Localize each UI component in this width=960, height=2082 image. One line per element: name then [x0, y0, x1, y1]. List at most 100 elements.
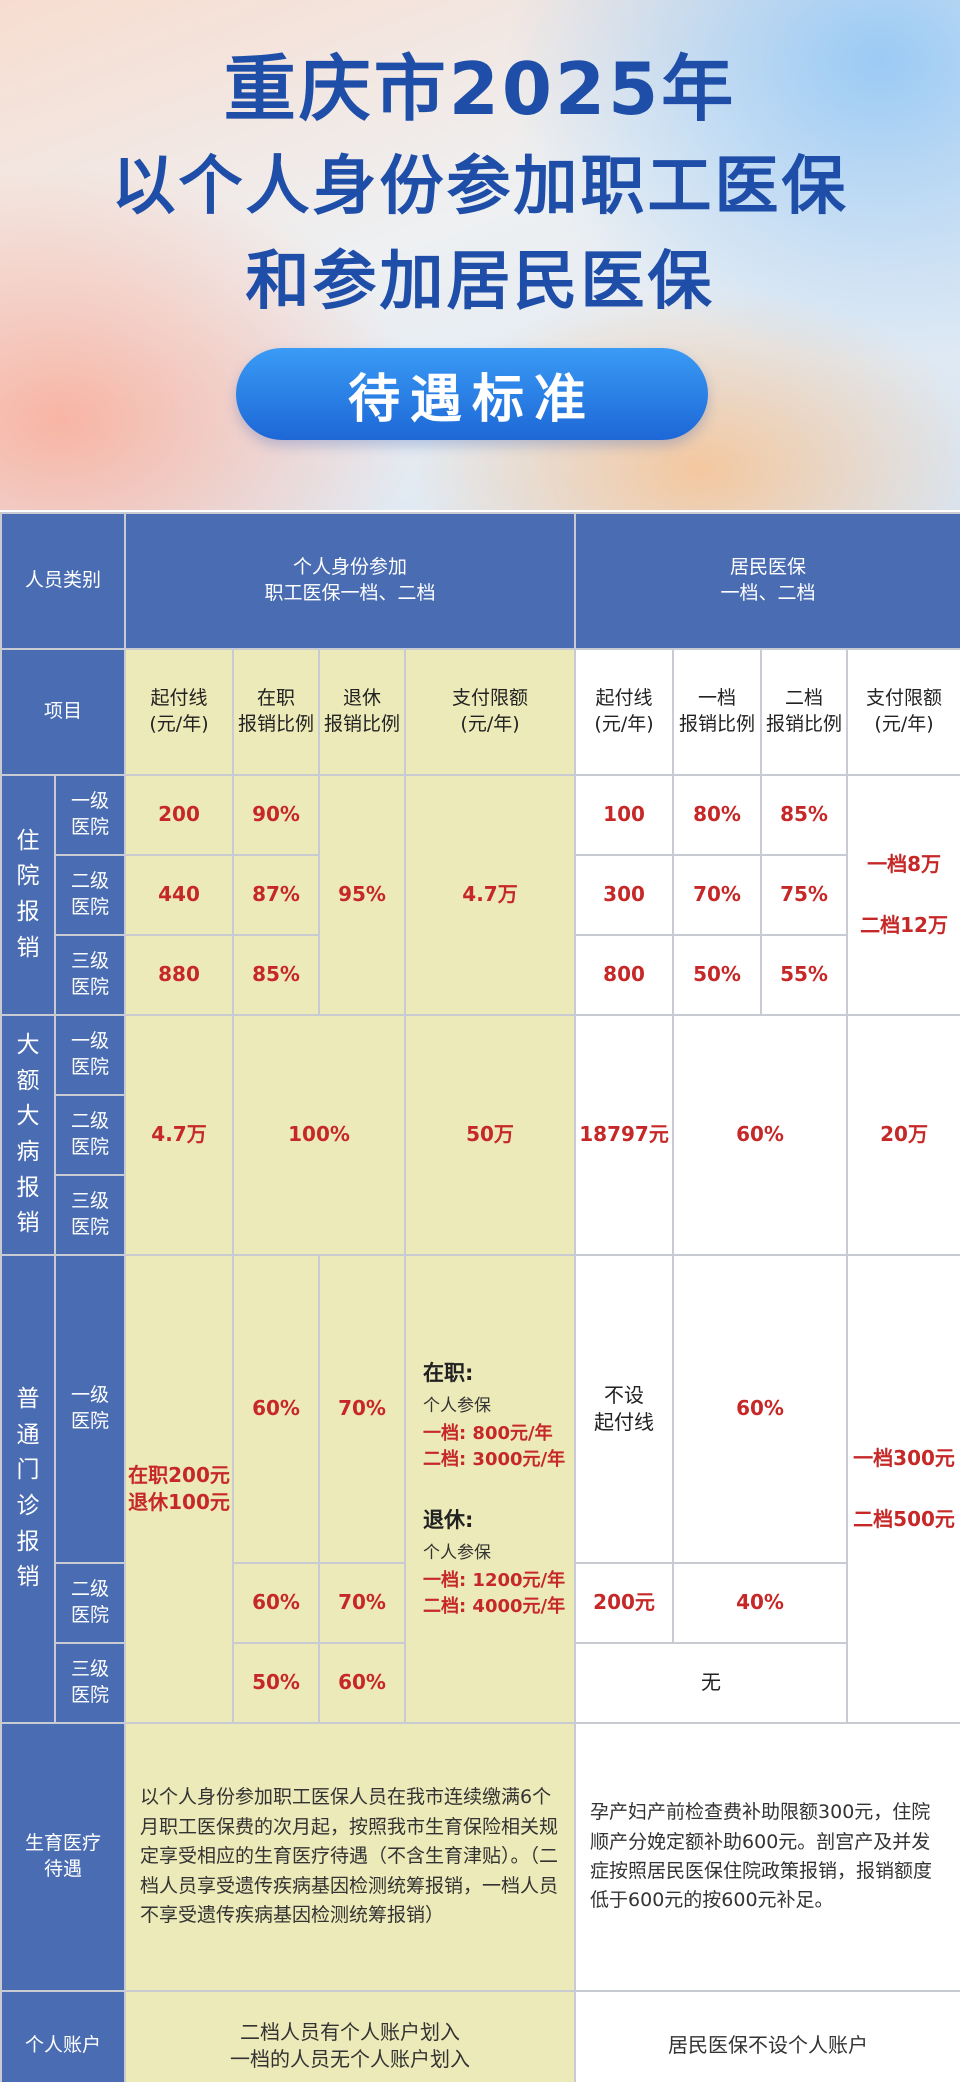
cell-value: 70% — [338, 1396, 386, 1421]
hospital-section-label: 住院报销 — [0, 774, 56, 1016]
cell-value: 60% — [736, 1122, 784, 1147]
item-header: 项目 — [0, 648, 127, 776]
category-header: 人员类别 — [0, 512, 127, 650]
col-label: 一档 — [698, 687, 737, 710]
cell-value: 85% — [780, 802, 828, 827]
cell-value: 85% — [252, 962, 300, 987]
hospital-level-2: 二级 医院 — [53, 854, 127, 936]
benefit-standard-pill: 待遇标准 — [236, 348, 708, 440]
cell-value: 二档12万 — [860, 913, 948, 937]
critical-section-label: 大额大病报销 — [0, 1014, 56, 1256]
cell-value: 50% — [693, 962, 741, 987]
cell-text: 起付线 — [594, 1410, 655, 1434]
table-row: 二级 医院 60% 70% 200元 40% — [1, 1562, 960, 1644]
retired-tier2: 二档: 4000元/年 — [422, 1596, 566, 1618]
table-row: 二级 医院 — [1, 1094, 960, 1176]
level-text: 三级 — [71, 1190, 110, 1213]
benefit-table: 人员类别 个人身份参加 职工医保一档、二档 居民医保 一档、二档 项目 起付线 … — [0, 512, 960, 2082]
col-unit: (元/年) — [594, 713, 654, 735]
outpatient-resident-l1-threshold: 不设 起付线 — [574, 1254, 675, 1564]
cell-text: 无 — [701, 1670, 722, 1695]
retired-title: 退休: — [422, 1508, 474, 1532]
level-text: 医院 — [71, 1410, 110, 1432]
col-unit: (元/年) — [874, 713, 934, 735]
col-e-working: 在职 报销比例 — [232, 648, 321, 776]
col-unit: 报销比例 — [238, 713, 315, 735]
col-r-tier1: 一档 报销比例 — [672, 648, 763, 776]
working-tier1: 一档: 800元/年 — [422, 1422, 553, 1444]
col-label: 支付限额 — [866, 687, 943, 710]
cell-value: 800 — [603, 962, 645, 987]
working-tier2: 二档: 3000元/年 — [422, 1448, 566, 1470]
maternity-label: 生育医疗 待遇 — [0, 1722, 127, 1992]
cell-value: 4.7万 — [151, 1122, 207, 1147]
col-label: 起付线 — [150, 687, 208, 710]
level-text: 二级 — [71, 1110, 110, 1133]
cell-value: 200 — [158, 802, 200, 827]
col-label: 在职 — [257, 687, 296, 710]
cell-value: 50万 — [466, 1122, 514, 1147]
level-text: 一级 — [71, 1030, 110, 1053]
cell-text: 二档人员有个人账户划入 — [240, 2020, 461, 2044]
level-text: 医院 — [71, 1216, 110, 1238]
cell-value: 60% — [338, 1670, 386, 1695]
cell-value: 75% — [780, 882, 828, 907]
employee-header-line-2: 职工医保一档、二档 — [264, 582, 436, 604]
outpatient-employee-limit: 在职: 个人参保 一档: 800元/年 二档: 3000元/年 退休: 个人参保… — [404, 1254, 577, 1724]
table-row: 二级 医院 440 87% 300 70% 75% — [1, 854, 960, 936]
critical-level-3: 三级 医院 — [53, 1174, 127, 1256]
retired-sub: 个人参保 — [422, 1543, 491, 1564]
cell-value: 一档300元 — [853, 1446, 955, 1470]
cell-value: 60% — [736, 1396, 784, 1421]
cell-value: 87% — [252, 882, 300, 907]
label-text: 待遇 — [44, 1858, 83, 1880]
title-line-3: 和参加居民医保 — [245, 245, 715, 319]
level-text: 医院 — [71, 976, 110, 998]
cell-value: 40% — [736, 1590, 784, 1615]
resident-header-line-1: 居民医保 — [730, 556, 807, 579]
retired-tier1: 一档: 1200元/年 — [422, 1570, 566, 1592]
critical-level-2: 二级 医院 — [53, 1094, 127, 1176]
col-e-retired: 退休 报销比例 — [318, 648, 407, 776]
level-text: 医院 — [71, 1136, 110, 1158]
hospital-level-3: 三级 医院 — [53, 934, 127, 1016]
cell-text: 一档的人员无个人账户划入 — [230, 2047, 471, 2071]
col-unit: 报销比例 — [324, 713, 401, 735]
col-label: 二档 — [785, 687, 824, 710]
table-row: 个人账户 二档人员有个人账户划入 一档的人员无个人账户划入 居民医保不设个人账户 — [0, 1990, 960, 2082]
cell-value: 70% — [693, 882, 741, 907]
cell-value: 100 — [603, 802, 645, 827]
account-label: 个人账户 — [0, 1990, 127, 2082]
account-employee: 二档人员有个人账户划入 一档的人员无个人账户划入 — [124, 1990, 577, 2082]
col-label: 退休 — [343, 687, 382, 710]
level-text: 医院 — [71, 1684, 110, 1706]
cell-value: 60% — [252, 1590, 300, 1615]
table-row: 住院报销 一级 医院 200 90% 95% 4.7万 100 80% 85% … — [0, 774, 960, 1016]
cell-value: 50% — [252, 1670, 300, 1695]
col-r-limit: 支付限额 (元/年) — [846, 648, 960, 776]
employee-header-line-1: 个人身份参加 — [293, 556, 408, 579]
col-label: 起付线 — [595, 687, 653, 710]
banner: 重庆市2025年 以个人身份参加职工医保 和参加居民医保 待遇标准 — [0, 0, 960, 510]
cell-value: 二档500元 — [853, 1507, 955, 1531]
level-text: 医院 — [71, 896, 110, 918]
outpatient-section-label: 普通门诊报销 — [0, 1254, 56, 1724]
table-row: 三级 医院 50% 60% 无 — [1, 1642, 960, 1724]
hospital-level-1: 一级 医院 — [53, 774, 127, 856]
col-unit: 报销比例 — [766, 713, 843, 735]
level-text: 一级 — [71, 1384, 110, 1407]
level-text: 医院 — [71, 816, 110, 838]
outpatient-level-3: 三级 医院 — [53, 1642, 127, 1724]
cell-value: 60% — [252, 1396, 300, 1421]
outpatient-resident-limit: 一档300元 二档500元 — [846, 1254, 960, 1724]
outpatient-level-1: 一级 医院 — [53, 1254, 127, 1564]
level-text: 三级 — [71, 1658, 110, 1681]
table-row: 三级 医院 — [1, 1174, 960, 1256]
cell-value: 退休100元 — [128, 1490, 230, 1514]
critical-level-1: 一级 医院 — [53, 1014, 127, 1096]
title-line-1: 重庆市2025年 — [223, 47, 737, 131]
col-r-tier2: 二档 报销比例 — [760, 648, 849, 776]
cell-value: 90% — [252, 802, 300, 827]
label-text: 生育医疗 — [25, 1832, 102, 1855]
